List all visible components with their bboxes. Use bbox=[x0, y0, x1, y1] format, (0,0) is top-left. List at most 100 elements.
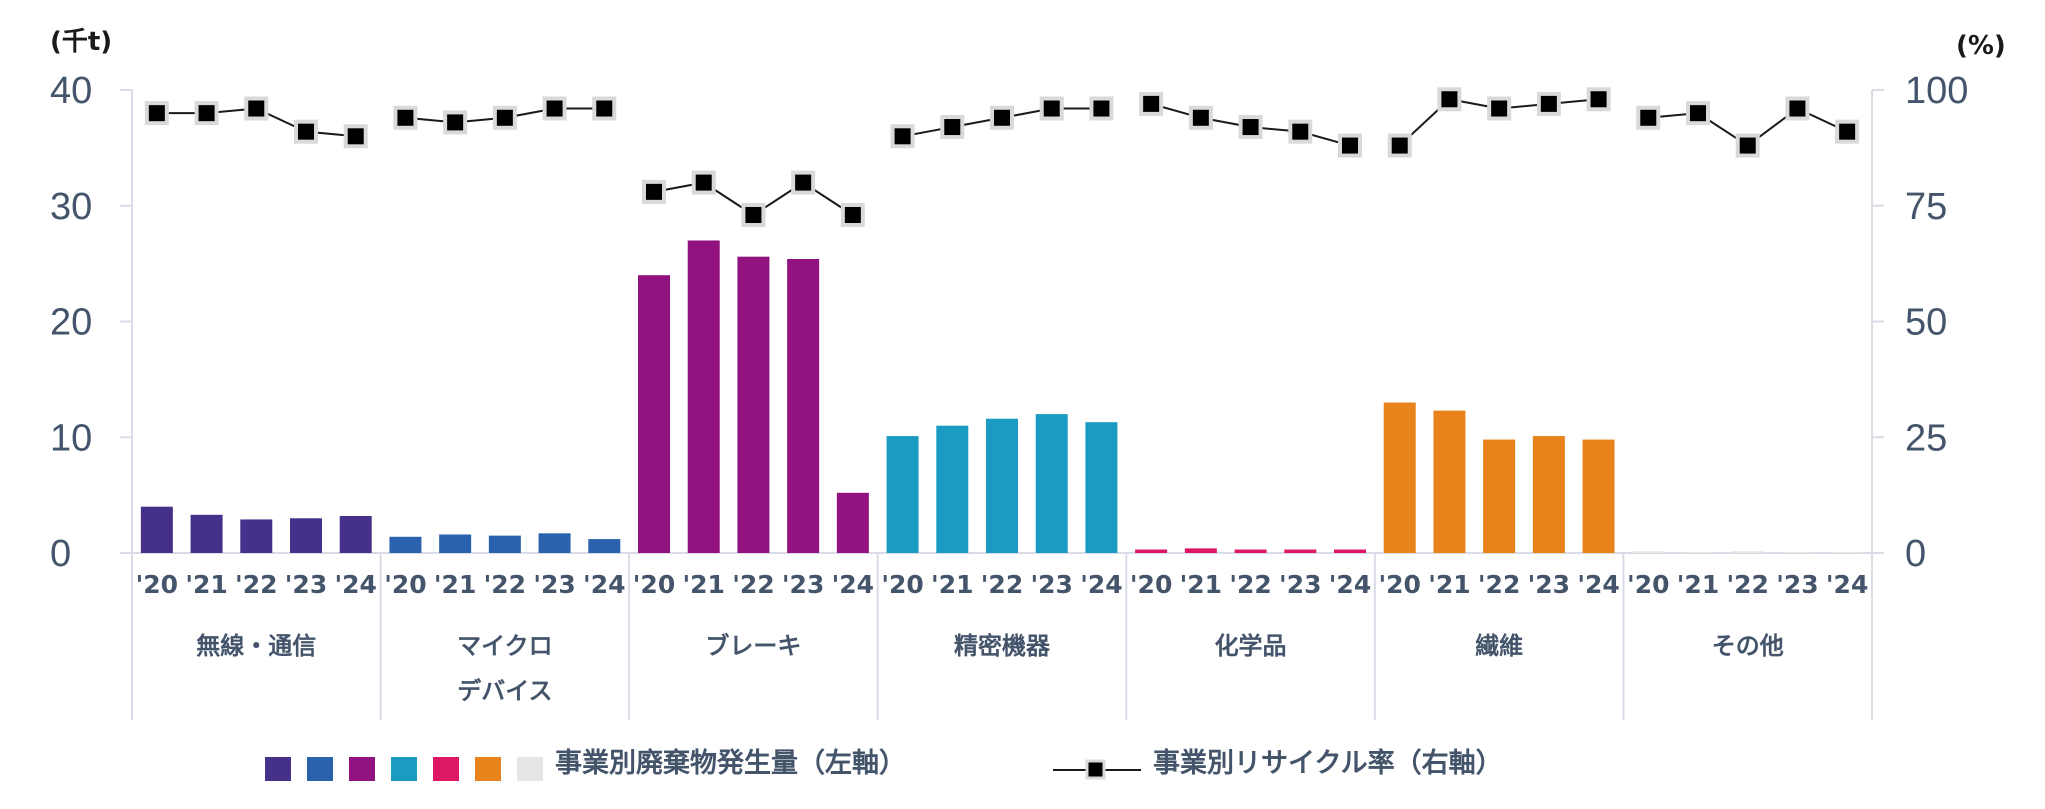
recycle-rate-marker bbox=[1437, 87, 1462, 112]
recycle-rate-marker bbox=[1487, 96, 1512, 121]
bar bbox=[737, 256, 770, 553]
recycle-rate-marker bbox=[393, 105, 418, 130]
year-label: '23 bbox=[782, 570, 824, 599]
recycle-rate-marker bbox=[294, 119, 318, 144]
bar bbox=[1334, 549, 1366, 553]
recycle-rate-marker bbox=[940, 115, 965, 140]
recycle-rate-lines bbox=[144, 87, 1860, 228]
right-tick-label: 100 bbox=[1905, 70, 1968, 112]
legend-swatch bbox=[391, 757, 417, 781]
recycle-rate-marker bbox=[1188, 105, 1213, 130]
bar bbox=[936, 425, 969, 553]
year-label: '22 bbox=[235, 570, 277, 599]
bar bbox=[986, 418, 1018, 553]
bar bbox=[389, 536, 422, 553]
x-axis-labels: '20'21'22'23'24無線・通信'20'21'22'23'24マイクロデ… bbox=[136, 570, 1869, 705]
bar bbox=[886, 436, 919, 553]
bar bbox=[588, 539, 621, 553]
bar bbox=[1433, 410, 1466, 553]
year-label: '22 bbox=[981, 570, 1023, 599]
year-label: '24 bbox=[1577, 570, 1619, 599]
bar bbox=[1682, 551, 1714, 553]
recycle-rate-marker bbox=[343, 124, 368, 149]
legend-swatch bbox=[265, 757, 291, 781]
left-tick-label: 30 bbox=[50, 186, 92, 228]
year-label: '21 bbox=[185, 570, 227, 599]
year-label: '23 bbox=[285, 570, 327, 599]
recycle-rate-marker bbox=[1039, 96, 1064, 121]
bar bbox=[1731, 551, 1764, 553]
bar bbox=[1284, 549, 1317, 553]
legend: 事業別廃棄物発生量（左軸） 事業別リサイクル率（右軸） bbox=[265, 747, 1503, 781]
bar bbox=[1582, 439, 1615, 553]
year-label: '22 bbox=[732, 570, 774, 599]
year-label: '23 bbox=[533, 570, 575, 599]
year-label: '24 bbox=[1826, 570, 1868, 599]
recycle-rate-marker bbox=[642, 179, 666, 204]
year-label: '22 bbox=[1478, 570, 1520, 599]
legend-marker-icon bbox=[1085, 759, 1106, 780]
bar bbox=[439, 534, 472, 553]
bar bbox=[836, 492, 869, 553]
recycle-rate-marker bbox=[990, 105, 1014, 130]
bar bbox=[488, 535, 521, 553]
year-label: '20 bbox=[136, 570, 178, 599]
year-label: '24 bbox=[583, 570, 625, 599]
bar bbox=[638, 275, 670, 553]
year-label: '21 bbox=[931, 570, 973, 599]
year-label: '23 bbox=[1030, 570, 1072, 599]
bar bbox=[1234, 549, 1267, 553]
bar bbox=[1532, 436, 1565, 553]
legend-swatch bbox=[307, 757, 333, 781]
legend-swatch bbox=[349, 757, 375, 781]
year-label: '23 bbox=[1528, 570, 1570, 599]
year-label: '21 bbox=[434, 570, 476, 599]
recycle-rate-marker bbox=[443, 110, 468, 135]
year-label: '20 bbox=[1130, 570, 1172, 599]
year-label: '20 bbox=[881, 570, 923, 599]
bar bbox=[290, 518, 322, 553]
bar bbox=[1781, 551, 1814, 553]
recycle-rate-marker bbox=[1089, 96, 1114, 121]
bar bbox=[1831, 551, 1864, 553]
left-tick-label: 0 bbox=[50, 533, 71, 575]
year-label: '21 bbox=[1428, 570, 1470, 599]
recycle-rate-marker bbox=[1785, 96, 1810, 121]
year-label: '21 bbox=[1677, 570, 1719, 599]
axes: 0 10 20 30 40 0 25 50 75 100 bbox=[50, 70, 1968, 720]
category-label: 精密機器 bbox=[954, 632, 1051, 660]
recycle-rate-marker bbox=[144, 101, 169, 126]
legend-swatch bbox=[433, 757, 459, 781]
year-label: '23 bbox=[1279, 570, 1321, 599]
recycle-rate-marker bbox=[691, 170, 716, 195]
right-tick-label: 75 bbox=[1905, 186, 1947, 228]
category-label: デバイス bbox=[457, 677, 552, 705]
recycle-rate-marker bbox=[1338, 133, 1362, 158]
category-label: 無線・通信 bbox=[196, 632, 316, 660]
bar bbox=[240, 519, 273, 553]
legend-bar-label: 事業別廃棄物発生量（左軸） bbox=[555, 747, 906, 779]
year-label: '24 bbox=[1329, 570, 1371, 599]
bar bbox=[1135, 549, 1168, 553]
left-tick-label: 20 bbox=[50, 302, 92, 344]
right-tick-label: 25 bbox=[1905, 417, 1947, 459]
year-label: '22 bbox=[1726, 570, 1768, 599]
year-label: '23 bbox=[1776, 570, 1818, 599]
recycle-rate-marker bbox=[1586, 87, 1611, 112]
recycle-rate-marker bbox=[1536, 91, 1561, 116]
category-label: その他 bbox=[1712, 632, 1784, 660]
recycle-rate-marker bbox=[890, 124, 915, 149]
bar bbox=[1035, 414, 1068, 553]
year-label: '24 bbox=[334, 570, 376, 599]
year-label: '24 bbox=[1080, 570, 1122, 599]
recycle-rate-marker bbox=[1238, 115, 1263, 140]
bar bbox=[190, 514, 223, 553]
right-tick-label: 50 bbox=[1905, 302, 1947, 344]
recycle-rate-marker bbox=[492, 105, 517, 130]
recycle-rate-marker bbox=[1288, 119, 1313, 144]
recycle-rate-marker bbox=[741, 203, 766, 228]
bar bbox=[1085, 422, 1118, 553]
recycle-rate-marker bbox=[791, 170, 816, 195]
legend-line-label: 事業別リサイクル率（右軸） bbox=[1153, 747, 1503, 779]
year-label: '22 bbox=[1229, 570, 1271, 599]
